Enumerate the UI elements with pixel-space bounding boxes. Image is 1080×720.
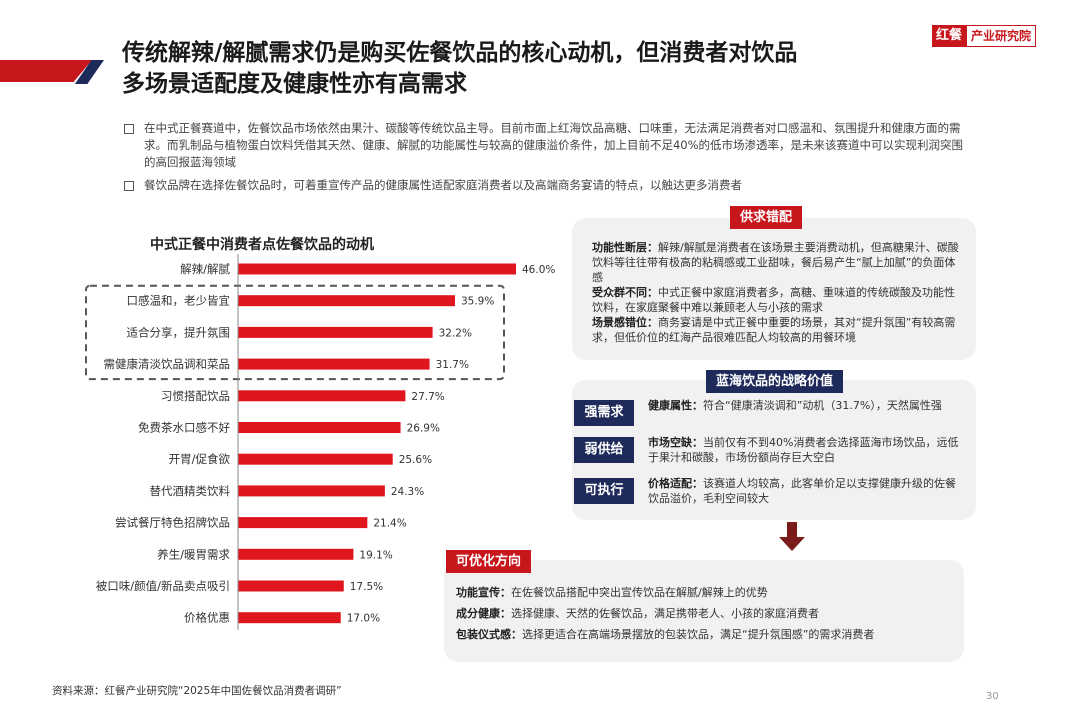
highlight-dashed-box bbox=[85, 284, 505, 381]
bar bbox=[238, 295, 455, 307]
bar bbox=[238, 358, 430, 370]
blue-ocean-panel: 蓝海饮品的战略价值 强需求 健康属性：符合“健康清淡调和”动机（31.7%），天… bbox=[572, 370, 976, 520]
blue-ocean-row-label: 市场空缺： bbox=[648, 436, 703, 449]
value-label: 31.7% bbox=[436, 359, 469, 371]
square-bullet-icon bbox=[124, 181, 134, 191]
value-label: 32.2% bbox=[439, 327, 472, 339]
page-title: 传统解辣/解腻需求仍是购买佐餐饮品的核心动机，但消费者对饮品 多场景适配度及健康… bbox=[122, 38, 922, 100]
intro-bullets: 在中式正餐赛道中，佐餐饮品市场依然由果汁、碳酸等传统饮品主导。目前市面上红海饮品… bbox=[124, 120, 964, 200]
bar bbox=[238, 263, 516, 275]
optimize-text: 功能宣传：在佐餐饮品搭配中突出宣传饮品在解腻/解辣上的优势 成分健康：选择健康、… bbox=[456, 582, 956, 645]
supply-demand-tag: 供求错配 bbox=[730, 206, 803, 229]
category-label: 解辣/解腻 bbox=[180, 262, 230, 276]
supply-demand-text: 功能性断层：解辣/解腻是消费者在该场景主要消费动机，但高糖果汁、碳酸饮料等往往带… bbox=[592, 240, 964, 345]
optimize-item-label: 成分健康： bbox=[456, 607, 511, 620]
bar bbox=[238, 422, 401, 433]
bar bbox=[238, 390, 406, 402]
value-label: 17.0% bbox=[347, 613, 380, 625]
page-title-line-2: 多场景适配度及健康性亦有高需求 bbox=[122, 71, 467, 97]
supply-item: 受众群不同：中式正餐中家庭消费者多，高糖、重味道的传统碳酸及功能性饮料，在家庭聚… bbox=[592, 285, 964, 315]
value-label: 46.0% bbox=[522, 264, 555, 276]
bullet-text: 餐饮品牌在选择佐餐饮品时，可着重宣传产品的健康属性适配家庭消费者以及高端商务宴请… bbox=[144, 178, 742, 192]
category-label: 口感温和，老少皆宜 bbox=[127, 294, 231, 308]
category-label: 开胃/促食欲 bbox=[169, 452, 231, 466]
supply-item-text: 商务宴请是中式正餐中重要的场景，其对“提升氛围”有较高需求，但低价位的红海产品很… bbox=[592, 316, 956, 344]
value-label: 21.4% bbox=[373, 518, 406, 530]
optimize-tag: 可优化方向 bbox=[446, 550, 532, 573]
logo-mark: 红餐 bbox=[932, 25, 967, 47]
optimize-item: 包装仪式感：选择更适合在高端场景摆放的包装饮品，满足“提升氛围感”的需求消费者 bbox=[456, 624, 956, 645]
page-title-line-1: 传统解辣/解腻需求仍是购买佐餐饮品的核心动机，但消费者对饮品 bbox=[122, 40, 798, 66]
category-label: 适合分享，提升氛围 bbox=[127, 325, 231, 339]
value-label: 27.7% bbox=[411, 391, 444, 403]
supply-item: 功能性断层：解辣/解腻是消费者在该场景主要消费动机，但高糖果汁、碳酸饮料等往往带… bbox=[592, 240, 964, 285]
supply-item-text: 解辣/解腻是消费者在该场景主要消费动机，但高糖果汁、碳酸饮料等往往带有极高的粘稠… bbox=[592, 241, 959, 284]
supply-item-label: 场景感错位： bbox=[592, 316, 658, 329]
supply-item-label: 受众群不同： bbox=[592, 286, 658, 299]
strong-demand-badge: 强需求 bbox=[574, 400, 634, 426]
arrow-shaft bbox=[787, 522, 797, 538]
supply-item-label: 功能性断层： bbox=[592, 241, 658, 254]
header-accent-band bbox=[0, 60, 104, 84]
optimize-item: 功能宣传：在佐餐饮品搭配中突出宣传饮品在解腻/解辣上的优势 bbox=[456, 582, 956, 603]
source-note: 资料来源：红餐产业研究院“2025年中国佐餐饮品消费者调研” bbox=[52, 685, 342, 697]
down-arrow-icon bbox=[779, 522, 805, 554]
optimize-panel: 可优化方向 功能宣传：在佐餐饮品搭配中突出宣传饮品在解腻/解辣上的优势 成分健康… bbox=[444, 550, 964, 662]
category-label: 养生/暖胃需求 bbox=[157, 547, 230, 561]
bullet-text: 在中式正餐赛道中，佐餐饮品市场依然由果汁、碳酸等传统饮品主导。目前市面上红海饮品… bbox=[144, 121, 964, 169]
logo-text: 产业研究院 bbox=[966, 25, 1037, 47]
value-label: 19.1% bbox=[359, 549, 392, 561]
category-label: 替代酒精类饮料 bbox=[150, 484, 231, 498]
blue-ocean-row-text: 该赛道人均较高，此客单价足以支撑健康升级的佐餐饮品溢价，毛利空间较大 bbox=[648, 477, 956, 505]
category-label: 尝试餐厅特色招牌饮品 bbox=[115, 516, 230, 530]
bar bbox=[238, 580, 344, 592]
feasible-badge: 可执行 bbox=[574, 478, 634, 504]
category-label: 被口味/颜值/新品卖点吸引 bbox=[96, 579, 230, 593]
page-number: 30 bbox=[986, 691, 999, 702]
bar bbox=[238, 548, 354, 560]
bar bbox=[238, 326, 433, 338]
optimize-item-label: 功能宣传： bbox=[456, 586, 511, 599]
supply-item: 场景感错位：商务宴请是中式正餐中重要的场景，其对“提升氛围”有较高需求，但低价位… bbox=[592, 315, 964, 345]
blue-ocean-row: 市场空缺：当前仅有不到40%消费者会选择蓝海市场饮品，远低于果汁和碳酸，市场份额… bbox=[648, 435, 964, 465]
bullet-item: 在中式正餐赛道中，佐餐饮品市场依然由果汁、碳酸等传统饮品主导。目前市面上红海饮品… bbox=[124, 120, 964, 171]
category-label: 价格优惠 bbox=[184, 611, 230, 625]
chart-title: 中式正餐中消费者点佐餐饮品的动机 bbox=[150, 237, 374, 253]
optimize-item: 成分健康：选择健康、天然的佐餐饮品，满足携带老人、小孩的家庭消费者 bbox=[456, 603, 956, 624]
motivation-bar-chart: 解辣/解腻 46.0% 口感温和，老少皆宜 35.9% 适合分享，提升氛围 32.2% 需健… bbox=[85, 254, 555, 630]
optimize-item-text: 选择更适合在高端场景摆放的包装饮品，满足“提升氛围感”的需求消费者 bbox=[522, 628, 875, 641]
header-red-stripe bbox=[0, 60, 92, 82]
bar bbox=[238, 517, 368, 529]
supply-demand-panel: 供求错配 功能性断层：解辣/解腻是消费者在该场景主要消费动机，但高糖果汁、碳酸饮… bbox=[572, 206, 976, 360]
category-label: 习惯搭配饮品 bbox=[161, 389, 230, 403]
blue-ocean-row-label: 价格适配： bbox=[648, 477, 703, 490]
category-label: 免费茶水口感不好 bbox=[138, 421, 230, 435]
value-label: 24.3% bbox=[391, 486, 424, 498]
blue-ocean-row-label: 健康属性： bbox=[648, 399, 703, 412]
weak-supply-badge: 弱供给 bbox=[574, 437, 634, 463]
brand-logo: 红餐 产业研究院 bbox=[932, 24, 1037, 48]
blue-ocean-tag: 蓝海饮品的战略价值 bbox=[706, 370, 844, 393]
optimize-item-text: 在佐餐饮品搭配中突出宣传饮品在解腻/解辣上的优势 bbox=[511, 586, 768, 599]
bar bbox=[238, 485, 385, 497]
value-label: 25.6% bbox=[399, 454, 432, 466]
value-label: 17.5% bbox=[350, 581, 383, 593]
blue-ocean-row: 健康属性：符合“健康清淡调和”动机（31.7%），天然属性强 bbox=[648, 398, 964, 413]
blue-ocean-row-text: 当前仅有不到40%消费者会选择蓝海市场饮品，远低于果汁和碳酸，市场份额尚存巨大空… bbox=[648, 436, 959, 464]
value-label: 26.9% bbox=[407, 423, 440, 435]
supply-item-text: 中式正餐中家庭消费者多，高糖、重味道的传统碳酸及功能性饮料，在家庭聚餐中难以兼顾… bbox=[592, 286, 955, 314]
category-label: 需健康清淡饮品调和菜品 bbox=[104, 357, 231, 371]
bar bbox=[238, 612, 341, 624]
arrow-head bbox=[779, 537, 805, 551]
blue-ocean-row: 价格适配：该赛道人均较高，此客单价足以支撑健康升级的佐餐饮品溢价，毛利空间较大 bbox=[648, 476, 964, 506]
bullet-item: 餐饮品牌在选择佐餐饮品时，可着重宣传产品的健康属性适配家庭消费者以及高端商务宴请… bbox=[124, 177, 964, 194]
optimize-item-label: 包装仪式感： bbox=[456, 628, 522, 641]
square-bullet-icon bbox=[124, 124, 134, 134]
blue-ocean-row-text: 符合“健康清淡调和”动机（31.7%），天然属性强 bbox=[703, 399, 942, 412]
optimize-item-text: 选择健康、天然的佐餐饮品，满足携带老人、小孩的家庭消费者 bbox=[511, 607, 819, 620]
bar bbox=[238, 453, 393, 465]
value-label: 35.9% bbox=[461, 296, 494, 308]
